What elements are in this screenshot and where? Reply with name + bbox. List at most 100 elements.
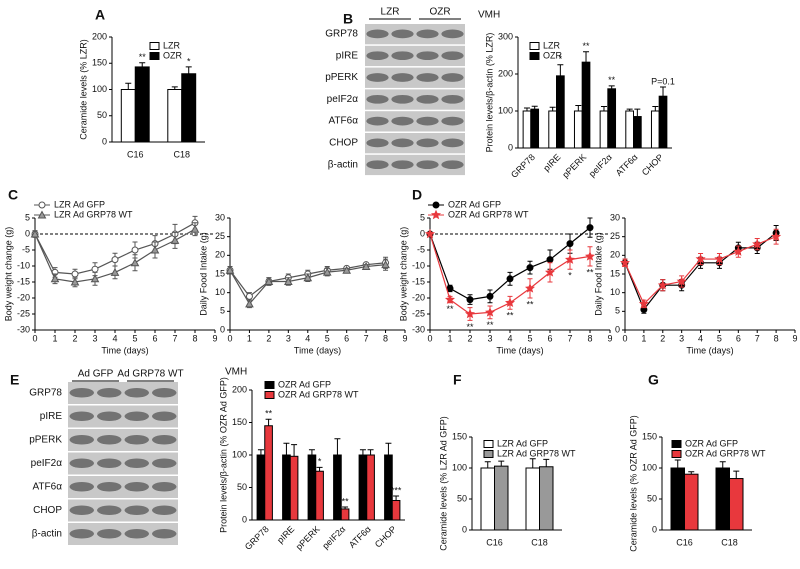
error-bar <box>498 460 505 467</box>
x-tick-label: 5 <box>527 333 532 343</box>
y-tick-label: -25 <box>17 308 30 318</box>
chart-panel: 0 100 200 300 Protein levels/β-actin (% LZR)… <box>484 31 675 180</box>
chart-panel: 0 50 100 150 200 Protein levels/β-actin (% OZ… <box>218 377 405 552</box>
blot-strip <box>68 499 178 522</box>
panel-letter: G <box>648 372 659 388</box>
blot-band <box>416 29 439 39</box>
x-tick-label: 3 <box>487 333 492 343</box>
blot-row-label: GRP78 <box>29 387 62 398</box>
x-tick-label: 3 <box>92 333 97 343</box>
y-tick-label: 15 <box>610 268 620 278</box>
error-bar <box>626 108 633 111</box>
bar <box>556 75 565 149</box>
error-bar <box>171 86 178 90</box>
x-tick-label: 8 <box>192 333 197 343</box>
bar <box>729 478 744 531</box>
bar <box>525 467 540 531</box>
x-tick-label: pIRE <box>275 524 296 545</box>
y-tick-label: 50 <box>457 493 467 503</box>
point <box>446 284 454 292</box>
error-bar <box>139 62 146 67</box>
x-tick-label: 1 <box>52 333 57 343</box>
point <box>111 256 119 264</box>
blot-band <box>124 411 149 421</box>
legend-label: LZR Ad GRP78 WT <box>497 448 576 458</box>
error-bar <box>583 51 590 63</box>
x-tick-label: 0 <box>622 333 627 343</box>
legend-swatch <box>483 440 494 448</box>
bar <box>670 467 685 531</box>
blot-strip <box>365 154 465 176</box>
x-tick-label: 0 <box>227 333 232 343</box>
point <box>505 297 515 308</box>
blot-band <box>441 138 464 148</box>
y-tick-label: -30 <box>17 324 30 334</box>
point <box>771 231 782 241</box>
y-axis-label: Body weight change (g) <box>3 227 13 322</box>
blot-band <box>391 73 414 82</box>
x-axis-label: Time (days) <box>294 345 341 355</box>
y-tick-label: 10 <box>610 287 620 297</box>
y-tick-label: -20 <box>17 292 30 302</box>
bar <box>539 466 554 531</box>
chart-panel: F 0 50 100 150 Ceramide levels (% LZR Ad GFP)… <box>438 372 576 551</box>
blot-band <box>152 435 177 445</box>
legend-marker <box>38 201 46 209</box>
y-tick-label: -25 <box>412 308 425 318</box>
annotation: * <box>318 457 322 467</box>
x-tick-label: 4 <box>112 333 117 343</box>
y-tick-label: 50 <box>647 493 657 503</box>
bar <box>573 110 583 149</box>
x-tick-label: 4 <box>305 333 310 343</box>
y-tick-label: 0 <box>25 228 30 238</box>
y-tick-label: -20 <box>412 292 425 302</box>
x-tick-label: 7 <box>364 333 369 343</box>
legend-label: LZR Ad GRP78 WT <box>54 209 133 219</box>
blot-band <box>366 94 389 104</box>
bar <box>650 110 660 149</box>
x-tick-label: C16 <box>127 149 144 159</box>
error-bar <box>359 449 366 455</box>
blot-band <box>124 388 149 398</box>
point <box>545 267 555 277</box>
legend-label: OZR Ad GFP <box>685 438 738 448</box>
error-bar <box>557 64 564 76</box>
blot-band <box>124 458 149 468</box>
y-tick-label: 5 <box>220 306 225 316</box>
point <box>70 277 80 286</box>
blot-band <box>366 160 389 170</box>
point <box>620 257 630 268</box>
blot-strip <box>365 24 465 45</box>
point <box>506 275 514 283</box>
legend-label: LZR <box>543 40 561 50</box>
error-bar <box>549 106 556 111</box>
legend-label: OZR Ad GFP <box>448 199 501 209</box>
point <box>546 256 554 264</box>
annotation: * <box>559 54 563 64</box>
bar <box>358 454 368 521</box>
blot-strip <box>68 452 178 475</box>
y-tick-label: 0 <box>508 142 513 152</box>
point <box>264 276 274 285</box>
bar <box>120 89 136 143</box>
point <box>638 298 649 309</box>
blot-band <box>69 435 94 445</box>
series-line <box>429 227 591 301</box>
bar <box>599 110 609 149</box>
series-line <box>624 232 777 311</box>
x-tick-label: 8 <box>587 333 592 343</box>
y-tick-label: -15 <box>17 276 30 286</box>
y-axis-label: Ceramide levels (% OZR Ad GFP) <box>628 415 638 552</box>
blot-band <box>391 138 414 148</box>
y-axis-label: Protein levels/β-actin (% OZR Ad GFP) <box>218 377 228 533</box>
bar <box>391 500 401 521</box>
point <box>445 294 455 304</box>
legend-swatch <box>529 52 540 60</box>
blot-strip <box>68 476 178 498</box>
blot-row-label: ATF6α <box>33 481 63 492</box>
error-bar <box>674 459 681 468</box>
blot-band <box>97 482 122 492</box>
y-tick-label: 5 <box>615 306 620 316</box>
legend-label: OZR Ad GFP <box>278 379 331 389</box>
y-tick-label: 25 <box>215 231 225 241</box>
